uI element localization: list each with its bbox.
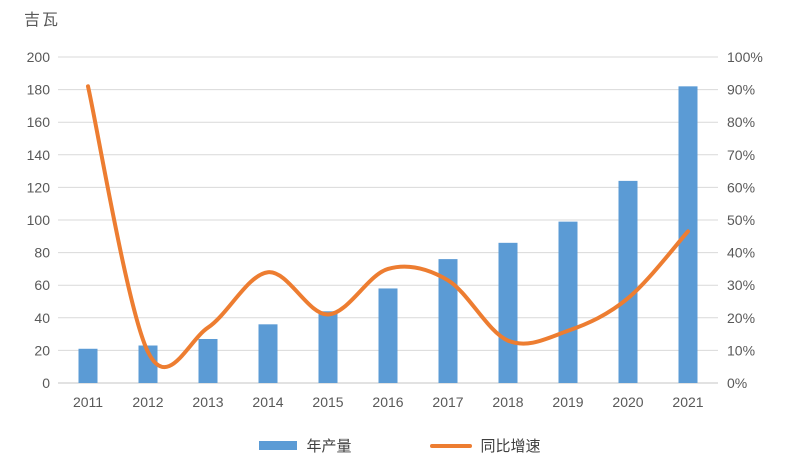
- left-axis-tick: 120: [27, 179, 51, 195]
- x-axis-label: 2020: [612, 394, 643, 410]
- growth-rate-line: [86, 84, 690, 370]
- right-axis-tick: 40%: [727, 245, 755, 261]
- left-axis-tick: 100: [27, 212, 51, 228]
- right-axis-tick: 50%: [727, 212, 755, 228]
- left-axis-tick: 140: [27, 147, 51, 163]
- right-axis-tick: 100%: [727, 49, 763, 65]
- legend: 年产量 同比增速: [0, 435, 800, 456]
- left-axis-tick: 200: [27, 49, 51, 65]
- bar-2015: [318, 311, 338, 383]
- right-axis-tick: 10%: [727, 342, 755, 358]
- x-axis-label: 2014: [252, 394, 283, 410]
- right-axis-tick: 80%: [727, 114, 755, 130]
- left-axis-tick: 160: [27, 114, 51, 130]
- right-axis-tick: 70%: [727, 147, 755, 163]
- right-axis-tick: 30%: [727, 277, 755, 293]
- bar-2013: [198, 338, 218, 383]
- legend-item-production: 年产量: [259, 435, 352, 456]
- left-axis-tick: 40: [34, 310, 50, 326]
- legend-item-growth: 同比增速: [429, 435, 541, 456]
- right-axis-tick: 20%: [727, 310, 755, 326]
- legend-label-growth: 同比增速: [480, 438, 541, 455]
- right-axis-tick: 0%: [727, 375, 747, 391]
- x-axis-label: 2011: [73, 394, 103, 410]
- left-axis-tick: 60: [34, 277, 50, 293]
- right-axis-tick: 60%: [727, 179, 755, 195]
- left-axis-tick: 20: [34, 342, 50, 358]
- x-axis-label: 2018: [492, 394, 523, 410]
- bar-2017: [438, 259, 458, 383]
- x-axis-label: 2019: [552, 394, 583, 410]
- bar-2021: [678, 86, 698, 383]
- x-axis-label: 2013: [192, 394, 223, 410]
- left-axis-tick: 0: [42, 375, 50, 391]
- x-axis-label: 2017: [432, 394, 463, 410]
- bar-2016: [378, 288, 398, 383]
- bar-2018: [498, 242, 518, 383]
- bar-2020: [618, 180, 638, 383]
- x-axis-label: 2015: [312, 394, 343, 410]
- legend-label-production: 年产量: [306, 438, 352, 455]
- right-axis-tick: 90%: [727, 82, 755, 98]
- bar-series-swatch: [259, 441, 298, 450]
- bar-2019: [558, 221, 578, 383]
- x-axis-label: 2012: [132, 394, 163, 410]
- x-axis-label: 2016: [372, 394, 403, 410]
- x-axis-label: 2021: [672, 394, 703, 410]
- left-axis-title: 吉瓦: [24, 12, 61, 29]
- bar-2014: [258, 324, 278, 383]
- bar-2012: [138, 345, 158, 383]
- left-axis-tick: 80: [34, 245, 50, 261]
- line-series-swatch: [429, 443, 472, 448]
- bar-2011: [78, 348, 98, 383]
- left-axis-tick: 180: [27, 82, 51, 98]
